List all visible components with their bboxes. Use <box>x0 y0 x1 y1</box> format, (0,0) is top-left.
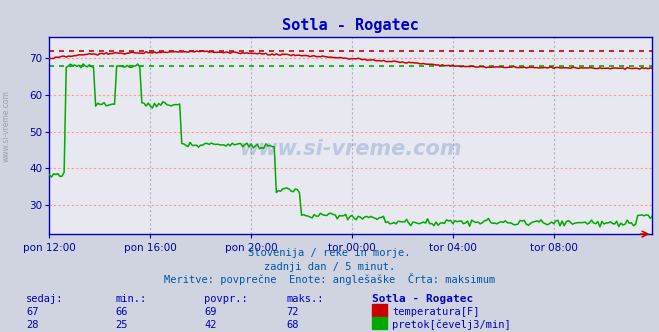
Text: 69: 69 <box>204 307 217 317</box>
Text: 25: 25 <box>115 320 128 330</box>
Text: temperatura[F]: temperatura[F] <box>392 307 480 317</box>
Text: 68: 68 <box>287 320 299 330</box>
Text: zadnji dan / 5 minut.: zadnji dan / 5 minut. <box>264 262 395 272</box>
Text: 72: 72 <box>287 307 299 317</box>
Text: povpr.:: povpr.: <box>204 294 248 304</box>
Text: sedaj:: sedaj: <box>26 294 64 304</box>
Text: 66: 66 <box>115 307 128 317</box>
Title: Sotla - Rogatec: Sotla - Rogatec <box>283 18 419 33</box>
Text: 67: 67 <box>26 307 39 317</box>
Text: Sotla - Rogatec: Sotla - Rogatec <box>372 294 474 304</box>
Text: pretok[čevelj3/min]: pretok[čevelj3/min] <box>392 319 511 330</box>
Text: www.si-vreme.com: www.si-vreme.com <box>2 90 11 162</box>
Text: Meritve: povprečne  Enote: anglešaške  Črta: maksimum: Meritve: povprečne Enote: anglešaške Črt… <box>164 273 495 285</box>
Text: Slovenija / reke in morje.: Slovenija / reke in morje. <box>248 248 411 258</box>
Text: 28: 28 <box>26 320 39 330</box>
Text: min.:: min.: <box>115 294 146 304</box>
Text: 42: 42 <box>204 320 217 330</box>
Text: www.si-vreme.com: www.si-vreme.com <box>240 139 462 159</box>
Text: maks.:: maks.: <box>287 294 324 304</box>
